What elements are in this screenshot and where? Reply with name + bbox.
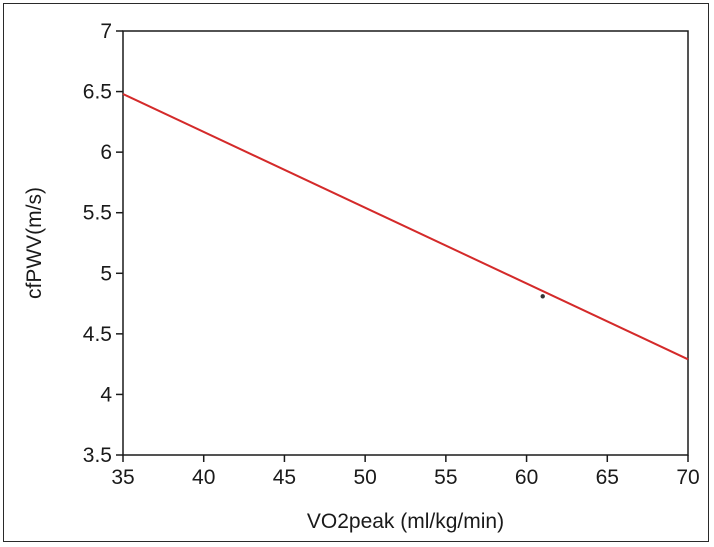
x-axis-label: VO2peak (ml/kg/min)	[307, 510, 504, 533]
regression-line	[122, 93, 689, 361]
y-axis-ticks: 3.5 4 4.5 5 5.5 6 6.5 7	[83, 20, 123, 467]
series-layer	[122, 93, 689, 361]
y-tick-label: 6.5	[83, 81, 112, 104]
points-layer	[540, 294, 545, 299]
y-tick-label: 5.5	[83, 202, 112, 225]
y-tick-label: 4.5	[83, 323, 112, 346]
y-tick-label: 4	[100, 383, 112, 406]
y-tick-label: 5	[100, 262, 112, 285]
plot-area	[122, 30, 689, 456]
y-axis-label: cfPWV(m/s)	[23, 187, 46, 299]
x-axis-ticks: 35 40 45 50 55 60 65 70	[111, 455, 700, 489]
x-tick-label: 45	[273, 466, 296, 489]
x-tick-label: 55	[434, 466, 457, 489]
data-point	[540, 294, 545, 299]
x-tick-label: 50	[353, 466, 376, 489]
x-tick-label: 60	[515, 466, 538, 489]
figure-frame	[3, 3, 709, 542]
x-tick-label: 35	[111, 466, 134, 489]
x-tick-label: 65	[596, 466, 619, 489]
y-tick-label: 3.5	[83, 444, 112, 467]
y-tick-label: 7	[100, 20, 112, 43]
x-tick-label: 40	[192, 466, 215, 489]
y-tick-label: 6	[100, 141, 112, 164]
x-tick-label: 70	[676, 466, 699, 489]
